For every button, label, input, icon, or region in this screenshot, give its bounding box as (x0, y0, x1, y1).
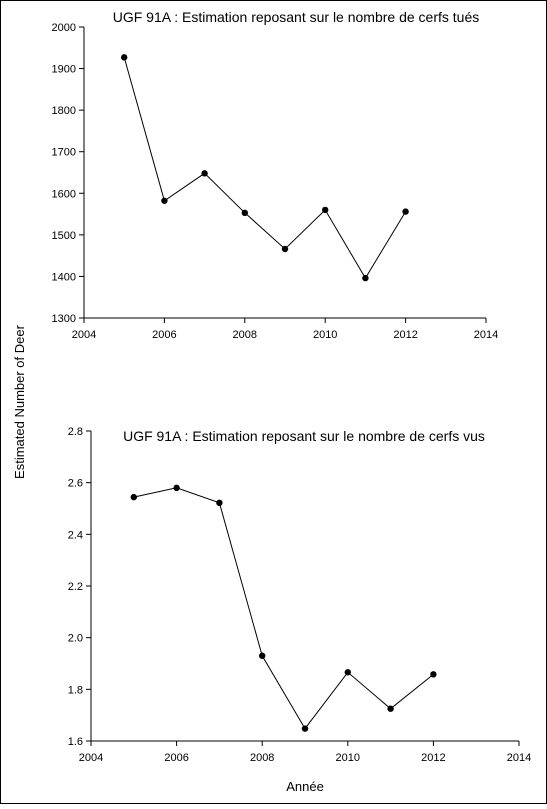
chart-title: UGF 91A : Estimation reposant sur le nom… (113, 9, 480, 25)
series-line (123, 57, 407, 280)
x-tick-label: 2010 (336, 752, 360, 764)
y-tick-label: 1800 (52, 105, 76, 117)
y-tick-label: 1700 (52, 147, 76, 159)
y-tick-label: 2000 (52, 22, 76, 34)
data-point (216, 499, 223, 507)
y-tick-label: 2.4 (68, 529, 83, 541)
data-point (201, 170, 208, 177)
data-point (402, 208, 409, 215)
y-tick-label: 1.6 (68, 736, 83, 748)
data-point (430, 671, 437, 678)
y-tick-label: 1.8 (68, 684, 83, 696)
data-point (259, 652, 266, 659)
y-tick-label: 1300 (52, 313, 76, 325)
y-tick-label: 2.0 (68, 633, 83, 645)
data-point (241, 209, 248, 217)
data-point (281, 245, 289, 253)
data-point (121, 54, 128, 61)
x-tick-label: 2008 (250, 752, 274, 764)
data-point (387, 705, 394, 712)
data-point (344, 669, 351, 676)
x-tick-label: 2006 (164, 752, 188, 764)
y-tick-label: 2.8 (68, 426, 83, 438)
y-tick-label: 1900 (52, 64, 76, 76)
shared-x-axis-label: Année (286, 779, 324, 794)
x-tick-label: 2004 (72, 329, 96, 341)
data-point (173, 484, 180, 492)
data-point (301, 725, 309, 732)
data-point (130, 493, 137, 501)
data-point (362, 274, 369, 282)
y-tick-label: 1400 (52, 271, 76, 283)
y-tick-label: 1500 (52, 230, 76, 242)
x-tick-label: 2008 (233, 329, 257, 341)
x-tick-label: 2010 (313, 329, 337, 341)
series-line (133, 487, 434, 730)
y-tick-label: 1600 (52, 188, 76, 200)
data-point (322, 206, 329, 214)
data-point (161, 197, 168, 204)
chart-seen-deer: 1.6 1.8 2.0 2.2 2.4 2.6 2.8 2004 2006 2008 2010 201… (68, 426, 532, 764)
y-tick-label: 2.2 (68, 581, 83, 593)
y-tick-label: 2.6 (68, 478, 83, 490)
x-tick-label: 2004 (79, 752, 103, 764)
x-tick-label: 2012 (421, 752, 445, 764)
x-tick-label: 2012 (393, 329, 417, 341)
x-tick-label: 2014 (474, 329, 498, 341)
chart-killed-deer: 1300 1400 1500 1600 1700 1800 1900 2000 2004 2006… (52, 9, 499, 341)
chart-title: UGF 91A : Estimation reposant sur le nom… (123, 428, 485, 444)
x-tick-label: 2014 (507, 752, 531, 764)
shared-y-axis-label: Estimated Number of Deer (12, 324, 27, 479)
x-tick-label: 2006 (152, 329, 176, 341)
